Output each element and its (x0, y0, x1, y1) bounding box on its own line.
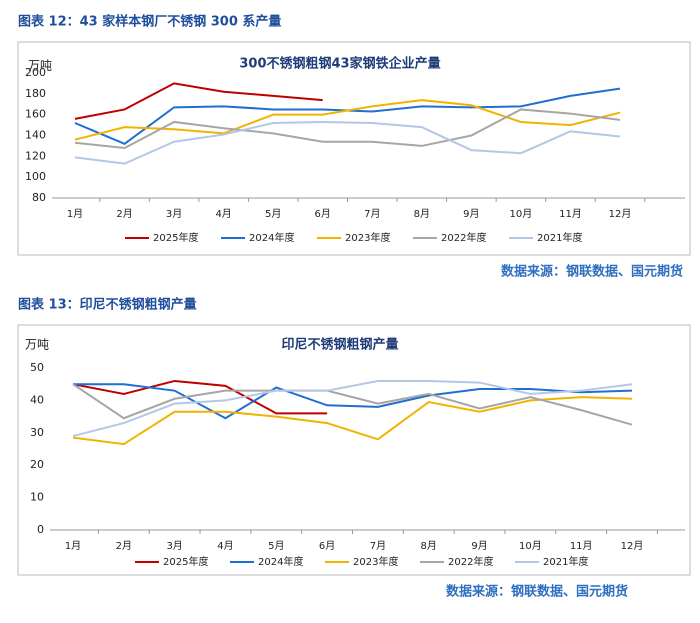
chart-frame (17, 41, 691, 256)
y-tick-label: 10 (30, 491, 44, 504)
y-tick-label: 50 (30, 361, 44, 374)
y-tick-label: 20 (30, 458, 44, 471)
y-tick-label: 30 (30, 426, 44, 439)
y-tick-label: 160 (25, 108, 46, 121)
source-note: 数据来源：钢联数据、国元期货 (501, 264, 683, 280)
x-tick-label: 10月 (510, 208, 533, 220)
series-line (74, 87, 621, 145)
y-tick-label: 0 (37, 523, 44, 536)
y-tick-label: 120 (25, 149, 46, 162)
legend-label: 2021年度 (543, 555, 588, 568)
series-line (72, 396, 633, 446)
y-tick-label: 140 (25, 129, 46, 142)
y-tick-label: 180 (25, 87, 46, 100)
x-tick-label: 2月 (116, 208, 132, 220)
x-tick-label: 4月 (215, 208, 231, 220)
x-tick-label: 10月 (519, 540, 542, 552)
x-tick-label: 11月 (559, 208, 582, 220)
chart-title: 300不锈钢粗钢43家钢铁企业产量 (239, 56, 440, 72)
series-line (72, 383, 633, 426)
legend-label: 2022年度 (448, 555, 493, 568)
chart-title: 印尼不锈钢粗钢产量 (281, 337, 398, 353)
x-tick-label: 7月 (370, 540, 386, 552)
x-tick-label: 11月 (570, 540, 593, 552)
figure-caption: 图表 12：43 家样本钢厂不锈钢 300 系产量 (18, 14, 281, 30)
series-line (74, 99, 621, 141)
series-line (72, 379, 633, 438)
series-line (74, 120, 621, 165)
series-line (73, 383, 633, 420)
x-tick-label: 12月 (621, 540, 644, 552)
y-axis-unit: 万吨 (25, 338, 49, 352)
legend-label: 2024年度 (258, 555, 303, 568)
x-tick-label: 6月 (315, 208, 331, 220)
x-tick-label: 4月 (217, 540, 233, 552)
legend-label: 2024年度 (249, 231, 294, 244)
legend-label: 2023年度 (345, 231, 390, 244)
x-tick-label: 8月 (414, 208, 430, 220)
x-tick-label: 3月 (166, 208, 182, 220)
source-note: 数据来源：钢联数据、国元期货 (446, 584, 628, 600)
x-tick-label: 6月 (319, 540, 335, 552)
x-tick-label: 5月 (265, 208, 281, 220)
x-tick-label: 1月 (67, 208, 83, 220)
series-line (72, 379, 328, 415)
x-tick-label: 7月 (364, 208, 380, 220)
figure-caption: 图表 13：印尼不锈钢粗钢产量 (18, 297, 197, 313)
y-tick-label: 80 (32, 191, 46, 204)
y-tick-label: 40 (30, 393, 44, 406)
y-tick-label: 100 (25, 170, 46, 183)
series-line (74, 82, 323, 120)
y-tick-label: 200 (25, 66, 46, 79)
x-tick-label: 8月 (421, 540, 437, 552)
x-tick-label: 2月 (116, 540, 132, 552)
chart-frame (17, 324, 691, 576)
legend-label: 2021年度 (537, 231, 582, 244)
legend-label: 2025年度 (153, 231, 198, 244)
x-tick-label: 9月 (463, 208, 479, 220)
x-tick-label: 5月 (268, 540, 284, 552)
series-line (74, 108, 621, 150)
x-tick-label: 12月 (609, 208, 632, 220)
x-tick-label: 1月 (65, 540, 81, 552)
legend-label: 2023年度 (353, 555, 398, 568)
legend-label: 2022年度 (441, 231, 486, 244)
x-tick-label: 3月 (166, 540, 182, 552)
x-tick-label: 9月 (471, 540, 487, 552)
y-axis-unit: 万吨 (28, 59, 52, 73)
legend-label: 2025年度 (163, 555, 208, 568)
